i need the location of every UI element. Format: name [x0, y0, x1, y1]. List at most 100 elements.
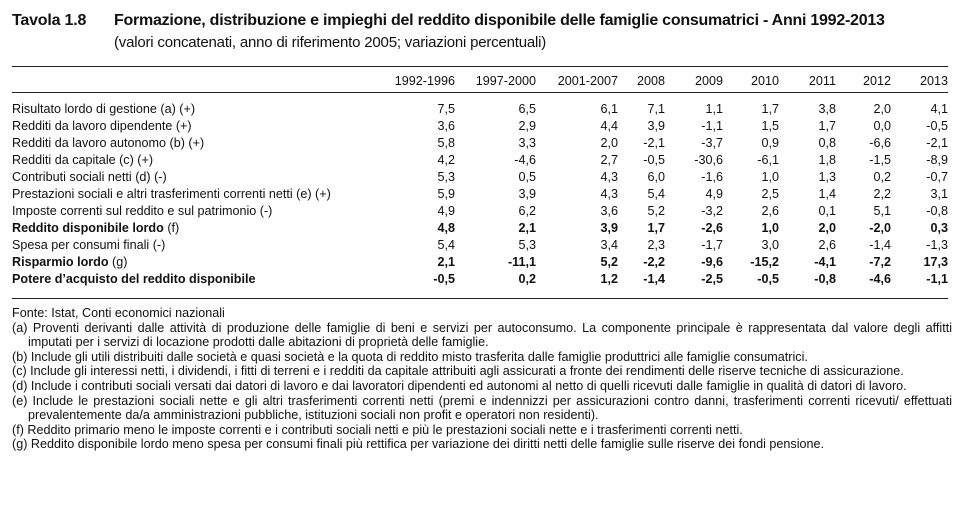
bottom-rule [12, 298, 948, 299]
column-header: 2012 [862, 74, 891, 88]
table-cell: 6,0 [647, 170, 665, 184]
footnote: (e) Include le prestazioni sociali nette… [12, 393, 952, 423]
table-cell: -1,1 [926, 272, 948, 286]
table-cell: -1,7 [701, 238, 723, 252]
table-cell: 0,1 [818, 204, 836, 218]
header-rule [12, 92, 948, 93]
table-row: Reddito disponibile lordo (f) 4,8 2,1 3,9 1,… [12, 220, 948, 237]
table-cell: -0,5 [433, 272, 455, 286]
table-cell: 2,6 [818, 238, 836, 252]
table-cell: 1,7 [818, 119, 836, 133]
table-cell: 1,7 [761, 102, 779, 116]
table-id: Tavola 1.8 [12, 12, 87, 29]
table-cell: 5,1 [873, 204, 891, 218]
table-cell: 2,1 [437, 255, 455, 269]
table-cell: 3,3 [518, 136, 536, 150]
column-header: 2009 [694, 74, 723, 88]
column-header: 2010 [750, 74, 779, 88]
table-cell: -2,1 [926, 136, 948, 150]
table-cell: 1,0 [761, 170, 779, 184]
table-cell: -4,6 [869, 272, 891, 286]
table-cell: 1,5 [761, 119, 779, 133]
table-row: Imposte correnti sul reddito e sul patri… [12, 203, 948, 220]
row-label-suffix: (f) [163, 221, 180, 235]
row-label: Redditi da lavoro autonomo (b) (+) [12, 136, 205, 150]
table-cell: 3,1 [930, 187, 948, 201]
table-cell: 2,5 [761, 187, 779, 201]
table-cell: -1,6 [701, 170, 723, 184]
table-cell: -8,9 [926, 153, 948, 167]
table-row: Risultato lordo di gestione (a) (+) 7,5 6,… [12, 101, 948, 118]
column-header: 2008 [636, 74, 665, 88]
table-title: Formazione, distribuzione e impieghi del… [114, 12, 885, 29]
table-cell: 6,5 [518, 102, 536, 116]
table-cell: 0,2 [873, 170, 891, 184]
table-cell: 5,9 [437, 187, 455, 201]
table-cell: 4,4 [600, 119, 618, 133]
column-header: 2011 [808, 74, 836, 88]
footnote: (g) Reddito disponibile lordo meno spesa… [12, 437, 825, 452]
table-cell: 0,2 [518, 272, 536, 286]
table-cell: 2,6 [761, 204, 779, 218]
row-label-bold: Reddito disponibile lordo [12, 221, 164, 235]
footnote: (f) Reddito primario meno le imposte cor… [12, 422, 743, 437]
table-cell: 3,6 [437, 119, 455, 133]
table-cell: -0,8 [926, 204, 948, 218]
table-cell: 3,9 [518, 187, 536, 201]
table-cell: -4,1 [814, 255, 836, 269]
table-cell: -2,0 [869, 221, 891, 235]
table-cell: -6,6 [869, 136, 891, 150]
table-cell: -0,5 [926, 119, 948, 133]
column-header: 2013 [919, 74, 948, 88]
table-cell: -4,6 [514, 153, 536, 167]
table-cell: 3,8 [818, 102, 836, 116]
table-cell: -11,1 [507, 255, 536, 269]
table-cell: -1,1 [701, 119, 723, 133]
row-label: Potere d’acquisto del reddito disponibil… [12, 271, 392, 288]
table-cell: 7,5 [437, 102, 455, 116]
table-cell: 5,4 [437, 238, 455, 252]
table-cell: 1,2 [600, 272, 618, 286]
table-cell: -0,8 [814, 272, 836, 286]
table-cell: 5,3 [437, 170, 455, 184]
column-header-row: 1992-1996 1997-2000 2001-2007 2008 2009 … [12, 71, 948, 91]
table-row: Spesa per consumi finali (-) 5,4 5,3 3,4 2,3… [12, 237, 948, 254]
table-cell: -6,1 [757, 153, 779, 167]
table-cell: 2,7 [600, 153, 618, 167]
table-cell: -1,4 [643, 272, 665, 286]
table-subtitle: (valori concatenati, anno di riferimento… [114, 34, 547, 51]
table-cell: 4,3 [600, 170, 618, 184]
table-row: Risparmio lordo (g) 2,1 -11,1 5,2 -2,2 -9,6 -1… [12, 254, 948, 271]
table-row: Contributi sociali netti (d) (-) 5,3 0,5 4,… [12, 169, 948, 186]
table-cell: 0,5 [518, 170, 536, 184]
table-cell: -3,2 [701, 204, 723, 218]
row-label: Imposte correnti sul reddito e sul patri… [12, 204, 273, 218]
table-cell: 2,2 [873, 187, 891, 201]
footnote: (d) Include i contributi sociali versati… [12, 378, 907, 393]
table-cell: 3,0 [761, 238, 779, 252]
table-cell: -1,3 [926, 238, 948, 252]
table-row: Prestazioni sociali e altri trasferiment… [12, 186, 948, 203]
table-cell: 1,8 [818, 153, 836, 167]
table-cell: -1,4 [869, 238, 891, 252]
top-rule [12, 66, 948, 67]
spacer-row [12, 91, 948, 101]
table-cell: 3,4 [600, 238, 618, 252]
table-cell: 2,3 [647, 238, 665, 252]
row-label: Reddito disponibile lordo (f) [12, 220, 392, 237]
table-body: Risultato lordo di gestione (a) (+) 7,5 6,… [12, 91, 948, 288]
table-cell: 4,3 [600, 187, 618, 201]
table-cell: 2,0 [873, 102, 891, 116]
table-cell: -3,7 [701, 136, 723, 150]
table-cell: -2,1 [643, 136, 665, 150]
column-header: 1992-1996 [394, 74, 455, 88]
table-cell: 1,1 [705, 102, 723, 116]
table-cell: 1,7 [647, 221, 665, 235]
column-header: 1997-2000 [475, 74, 536, 88]
table-cell: 3,6 [600, 204, 618, 218]
table-cell: 0,8 [818, 136, 836, 150]
table-cell: 2,1 [518, 221, 536, 235]
row-label-bold: Potere d’acquisto del reddito disponibil… [12, 272, 256, 286]
column-header: 2001-2007 [557, 74, 618, 88]
table-cell: -0,5 [757, 272, 779, 286]
